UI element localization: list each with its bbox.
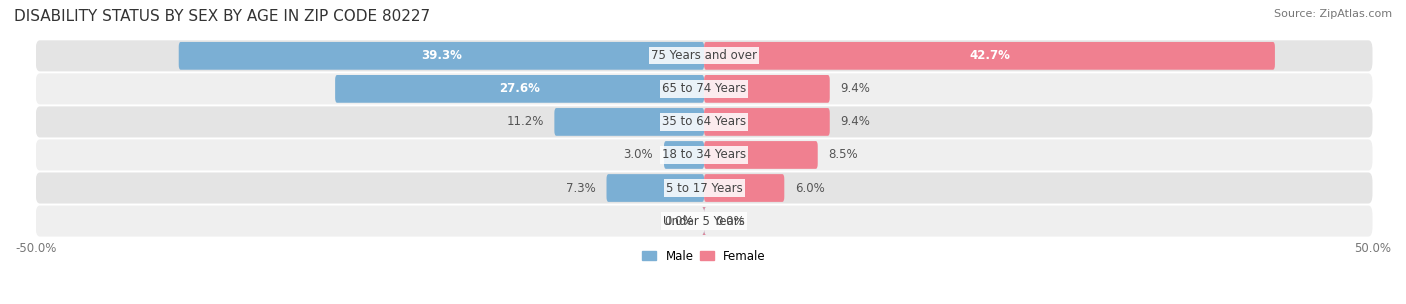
Text: 65 to 74 Years: 65 to 74 Years <box>662 82 747 95</box>
FancyBboxPatch shape <box>702 207 706 235</box>
Text: 5 to 17 Years: 5 to 17 Years <box>665 181 742 195</box>
Text: 8.5%: 8.5% <box>828 148 858 161</box>
Text: 42.7%: 42.7% <box>969 49 1010 62</box>
Text: 0.0%: 0.0% <box>714 215 744 228</box>
FancyBboxPatch shape <box>35 206 1372 237</box>
FancyBboxPatch shape <box>704 141 818 169</box>
Text: 39.3%: 39.3% <box>420 49 461 62</box>
Legend: Male, Female: Male, Female <box>637 245 770 267</box>
FancyBboxPatch shape <box>35 73 1372 104</box>
FancyBboxPatch shape <box>704 42 1275 70</box>
Text: 75 Years and over: 75 Years and over <box>651 49 756 62</box>
Text: 0.0%: 0.0% <box>664 215 693 228</box>
FancyBboxPatch shape <box>664 141 704 169</box>
Text: 6.0%: 6.0% <box>794 181 825 195</box>
FancyBboxPatch shape <box>35 140 1372 171</box>
Text: Source: ZipAtlas.com: Source: ZipAtlas.com <box>1274 9 1392 19</box>
Text: 27.6%: 27.6% <box>499 82 540 95</box>
FancyBboxPatch shape <box>704 75 830 103</box>
Text: DISABILITY STATUS BY SEX BY AGE IN ZIP CODE 80227: DISABILITY STATUS BY SEX BY AGE IN ZIP C… <box>14 9 430 24</box>
Text: 3.0%: 3.0% <box>624 148 654 161</box>
FancyBboxPatch shape <box>179 42 704 70</box>
FancyBboxPatch shape <box>35 106 1372 137</box>
Text: 18 to 34 Years: 18 to 34 Years <box>662 148 747 161</box>
FancyBboxPatch shape <box>35 40 1372 71</box>
Text: 11.2%: 11.2% <box>506 116 544 128</box>
Text: 9.4%: 9.4% <box>841 82 870 95</box>
Text: 7.3%: 7.3% <box>567 181 596 195</box>
Text: 35 to 64 Years: 35 to 64 Years <box>662 116 747 128</box>
FancyBboxPatch shape <box>554 108 704 136</box>
FancyBboxPatch shape <box>702 207 706 235</box>
Text: 9.4%: 9.4% <box>841 116 870 128</box>
FancyBboxPatch shape <box>335 75 704 103</box>
FancyBboxPatch shape <box>704 174 785 202</box>
Text: Under 5 Years: Under 5 Years <box>664 215 745 228</box>
FancyBboxPatch shape <box>606 174 704 202</box>
FancyBboxPatch shape <box>35 172 1372 204</box>
FancyBboxPatch shape <box>704 108 830 136</box>
